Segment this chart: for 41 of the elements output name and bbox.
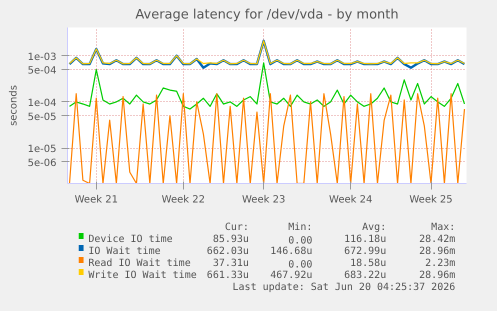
text: 18.58u xyxy=(350,258,386,269)
y-tick-label: 1e-05 xyxy=(28,144,57,156)
text: 661.33u xyxy=(206,270,249,281)
text: 85.93u xyxy=(212,234,249,245)
legend-label: Device IO time xyxy=(88,234,173,245)
legend-label: IO Wait time xyxy=(88,246,161,257)
text: 683.22u xyxy=(344,270,386,281)
x-tick-label: Week 24 xyxy=(329,194,372,206)
text: Min: xyxy=(288,222,312,233)
y-tick-label: 5e-05 xyxy=(28,112,57,123)
text: 116.18u xyxy=(344,234,386,245)
text: 28.42m xyxy=(419,234,456,245)
y-tick-label: 1e-04 xyxy=(28,98,57,109)
y-tick-label: 5e-06 xyxy=(28,158,57,169)
chart-title: Average latency for /dev/vda - by month xyxy=(135,8,399,22)
text: 37.31u xyxy=(212,258,249,269)
text: Last update: Sat Jun 20 04:25:37 2026 xyxy=(232,282,456,293)
x-tick-label: Week 25 xyxy=(409,194,453,206)
text: 467.92u xyxy=(270,270,312,281)
legend-label: Write IO Wait time xyxy=(88,270,197,281)
y-tick-label: 5e-04 xyxy=(28,66,57,77)
line-series xyxy=(68,62,466,110)
text: 672.99u xyxy=(344,246,386,257)
x-tick-label: Week 21 xyxy=(74,194,118,206)
text: Max: xyxy=(431,222,456,233)
text: 2.23m xyxy=(425,258,456,269)
text: 0.00 xyxy=(288,236,312,246)
text: 28.96m xyxy=(419,246,456,257)
x-tick-label: Week 23 xyxy=(242,194,286,206)
text: Cur: xyxy=(224,222,249,233)
legend-label: Read IO Wait time xyxy=(88,258,191,269)
text: 662.03u xyxy=(206,246,249,257)
x-tick-label: Week 22 xyxy=(162,194,205,206)
y-tick-label: 1e-03 xyxy=(28,52,57,63)
y-axis-title: seconds xyxy=(8,85,20,126)
text: 28.96m xyxy=(419,270,456,281)
line-series xyxy=(68,40,466,69)
text: 0.00 xyxy=(288,260,312,270)
text: 146.68u xyxy=(270,246,312,257)
line-series xyxy=(68,40,466,64)
text: Avg: xyxy=(362,222,386,233)
